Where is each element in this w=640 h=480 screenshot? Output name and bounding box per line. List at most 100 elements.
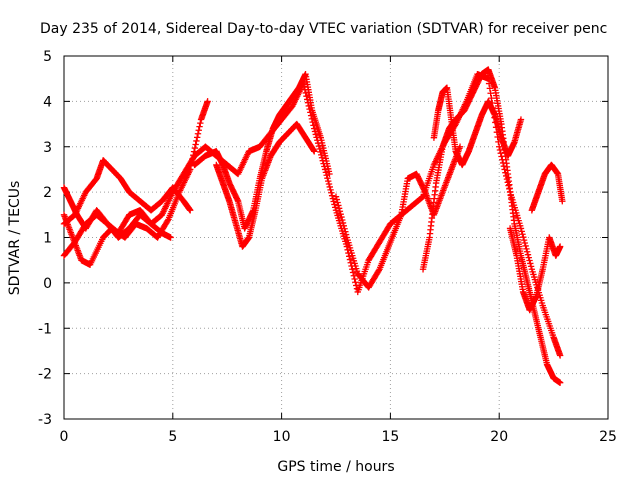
x-tick-label: 5 (168, 429, 177, 445)
axis-ticks (63, 55, 609, 420)
data-point (337, 210, 344, 218)
data-point (334, 199, 341, 206)
y-tick-label: 3 (43, 140, 52, 156)
series-sat-j (506, 225, 564, 314)
data-point (192, 141, 199, 148)
data-point (526, 257, 533, 264)
data-point (326, 170, 333, 178)
data-point (204, 98, 211, 105)
data-point (316, 145, 323, 153)
data-point (327, 186, 334, 194)
data-point (335, 202, 342, 209)
data-point (525, 254, 532, 261)
data-point (519, 231, 526, 238)
data-point (324, 174, 331, 182)
y-tick-label: 5 (43, 49, 52, 65)
data-point (189, 155, 196, 162)
y-axis-label: SDTVAR / TECUs (7, 181, 23, 296)
data-point (517, 116, 525, 123)
data-point (318, 151, 325, 159)
data-point (194, 130, 202, 137)
x-tick-label: 0 (60, 429, 69, 445)
series-sat-g (332, 143, 464, 291)
data-point (328, 192, 336, 199)
data-point (496, 146, 504, 154)
data-point (339, 219, 347, 227)
data-point (190, 151, 197, 159)
data-point (351, 275, 358, 283)
series-sat-i (430, 84, 525, 169)
x-tick-labels: 0 5 10 15 20 25 (60, 429, 617, 445)
y-tick-label: -3 (38, 412, 52, 428)
data-point (336, 208, 344, 215)
data-point (325, 180, 333, 188)
data-point (350, 272, 358, 279)
data-point (346, 256, 354, 263)
y-tick-label: 4 (43, 94, 52, 110)
data-point (375, 267, 382, 274)
data-point (326, 183, 333, 191)
data-point (195, 127, 202, 134)
data-point (527, 263, 535, 270)
data-point (196, 123, 203, 130)
data-point (341, 225, 348, 232)
data-point (352, 279, 359, 286)
data-point (521, 239, 529, 247)
data-point (191, 144, 199, 152)
y-tick-label: 1 (43, 231, 52, 247)
series-sat-c (60, 157, 194, 228)
data-point (322, 169, 330, 176)
data-point (332, 193, 340, 200)
x-tick-label: 25 (599, 429, 617, 445)
data-point (193, 137, 200, 145)
data-point (556, 379, 564, 386)
data-point (325, 177, 332, 185)
data-point (496, 143, 503, 150)
data-point (517, 225, 525, 232)
data-point (328, 189, 335, 196)
data-point (523, 245, 530, 253)
data-point (335, 205, 343, 212)
x-tick-label: 15 (381, 429, 399, 445)
data-point (167, 234, 174, 241)
series-sat-h (419, 66, 564, 386)
data-point (518, 228, 525, 235)
series-sat-d (60, 211, 174, 259)
data-point (523, 248, 531, 255)
data-point (303, 92, 310, 100)
data-series (60, 66, 566, 386)
data-point (522, 242, 529, 250)
x-tick-label: 20 (490, 429, 508, 445)
data-point (323, 172, 330, 179)
data-point (187, 207, 194, 214)
data-point (524, 251, 532, 258)
y-tick-label: -1 (38, 321, 52, 337)
data-point (340, 222, 347, 230)
y-tick-label: 0 (43, 276, 52, 292)
data-point (197, 119, 204, 127)
data-point (559, 198, 566, 205)
data-point (311, 148, 318, 155)
data-point (520, 236, 528, 244)
chart-title: Day 235 of 2014, Sidereal Day-to-day VTE… (40, 21, 607, 37)
data-point (164, 217, 171, 224)
data-point (190, 148, 198, 155)
data-point (342, 228, 349, 235)
data-point (556, 243, 564, 250)
x-tick-label: 10 (273, 429, 291, 445)
y-tick-label: -2 (38, 367, 52, 383)
data-point (187, 166, 194, 173)
data-point (333, 196, 340, 203)
data-point (317, 148, 324, 156)
data-point (338, 213, 345, 221)
data-point (349, 269, 357, 276)
data-point (342, 231, 350, 238)
data-point (520, 233, 527, 241)
data-point (556, 352, 564, 359)
series-sat-k (528, 161, 566, 214)
data-point (527, 260, 534, 267)
data-point (194, 134, 201, 141)
y-tick-label: 2 (43, 185, 52, 201)
